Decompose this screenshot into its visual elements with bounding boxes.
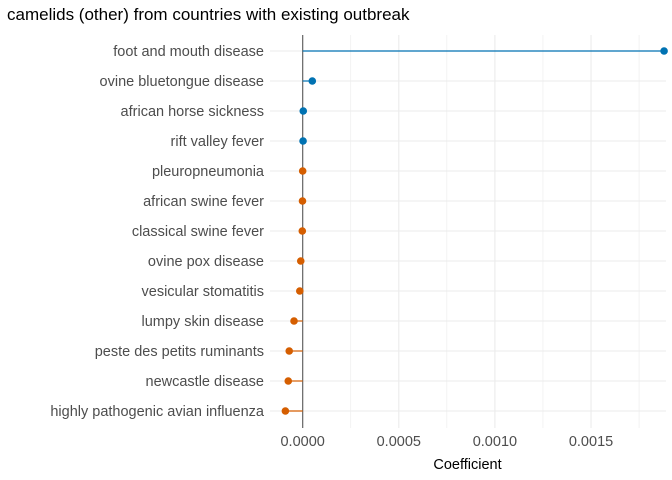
data-point bbox=[660, 47, 668, 55]
y-tick-label: pleuropneumonia bbox=[152, 164, 265, 180]
data-point bbox=[298, 227, 307, 235]
data-point bbox=[299, 137, 307, 145]
y-tick-label: rift valley fever bbox=[171, 134, 265, 150]
y-tick-label: african horse sickness bbox=[121, 104, 264, 120]
data-point bbox=[298, 167, 307, 175]
data-point bbox=[285, 347, 294, 355]
y-tick-label: african swine fever bbox=[143, 194, 264, 210]
data-point bbox=[290, 317, 298, 325]
y-tick-label: lumpy skin disease bbox=[142, 314, 265, 330]
data-point bbox=[298, 197, 307, 205]
y-tick-label: vesicular stomatitis bbox=[142, 284, 264, 300]
x-axis-labels: 0.0000 0.0005 0.0010 0.0015 bbox=[280, 434, 613, 450]
x-axis-title: Coefficient bbox=[433, 457, 501, 473]
x-tick-label: 0.0000 bbox=[280, 434, 324, 450]
chart-title: camelids (other) from countries with exi… bbox=[7, 5, 410, 24]
data-point bbox=[281, 407, 290, 415]
data-point bbox=[284, 377, 293, 385]
y-tick-label: ovine pox disease bbox=[148, 254, 264, 270]
data-point bbox=[296, 257, 305, 265]
lollipop-points bbox=[281, 47, 668, 415]
x-tick-label: 0.0015 bbox=[569, 434, 613, 450]
y-tick-label: foot and mouth disease bbox=[113, 44, 264, 60]
data-point bbox=[295, 287, 304, 295]
y-tick-label: newcastle disease bbox=[146, 374, 265, 390]
data-point bbox=[308, 77, 317, 85]
grid-lines bbox=[270, 35, 666, 428]
data-point bbox=[299, 107, 308, 115]
y-tick-label: peste des petits ruminants bbox=[95, 344, 264, 360]
y-axis-labels: foot and mouth disease ovine bluetongue d… bbox=[50, 44, 265, 420]
y-tick-label: ovine bluetongue disease bbox=[100, 74, 264, 90]
x-tick-label: 0.0005 bbox=[377, 434, 421, 450]
y-tick-label: classical swine fever bbox=[132, 224, 264, 240]
x-tick-label: 0.0010 bbox=[473, 434, 517, 450]
y-tick-label: highly pathogenic avian influenza bbox=[50, 404, 265, 420]
